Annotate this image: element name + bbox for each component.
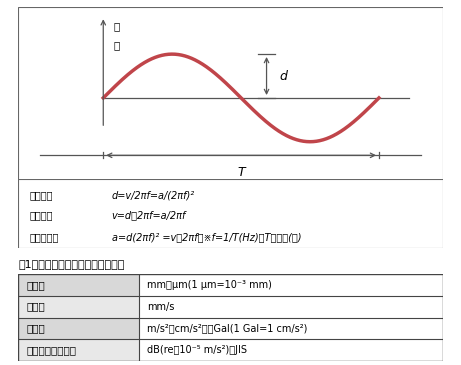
Text: 変: 変	[114, 21, 120, 31]
Text: 速　度: 速 度	[26, 301, 45, 312]
FancyBboxPatch shape	[18, 179, 443, 248]
Text: 表1　振動の大きさを表す実用単位: 表1 振動の大きさを表す実用単位	[18, 258, 125, 269]
Text: T: T	[237, 166, 245, 179]
Text: 振動加速度レベル: 振動加速度レベル	[26, 345, 76, 356]
Text: mm/s: mm/s	[147, 301, 174, 312]
Bar	[139, 318, 443, 339]
Bar	[18, 318, 139, 339]
Text: 変位振幅: 変位振幅	[29, 191, 53, 200]
Text: m/s²、cm/s²　　Gal(1 Gal=1 cm/s²): m/s²、cm/s² Gal(1 Gal=1 cm/s²)	[147, 323, 307, 334]
Bar	[18, 339, 139, 361]
Bar	[18, 296, 139, 318]
Bar	[139, 274, 443, 296]
Text: v=d・2πf=a/2πf: v=d・2πf=a/2πf	[112, 211, 186, 220]
Text: 加速度: 加速度	[26, 323, 45, 334]
Text: 加速度振幅: 加速度振幅	[29, 232, 59, 242]
Bar	[139, 296, 443, 318]
Text: mm、μm(1 μm=10⁻³ mm): mm、μm(1 μm=10⁻³ mm)	[147, 280, 272, 290]
Text: a=d(2πf)² =v・2πf　※f=1/T(Hz)、Tは周期(秒): a=d(2πf)² =v・2πf ※f=1/T(Hz)、Tは周期(秒)	[112, 232, 301, 242]
Text: 位: 位	[114, 41, 120, 50]
Text: dB(re・10⁻⁵ m/s²)：JIS: dB(re・10⁻⁵ m/s²)：JIS	[147, 345, 247, 356]
Text: d=v/2πf=a/(2πf)²: d=v/2πf=a/(2πf)²	[112, 191, 195, 200]
Text: d: d	[279, 70, 287, 82]
Text: 変　位: 変 位	[26, 280, 45, 290]
FancyBboxPatch shape	[18, 7, 443, 182]
Bar	[18, 274, 139, 296]
Bar	[139, 339, 443, 361]
Text: 速度振幅: 速度振幅	[29, 211, 53, 220]
